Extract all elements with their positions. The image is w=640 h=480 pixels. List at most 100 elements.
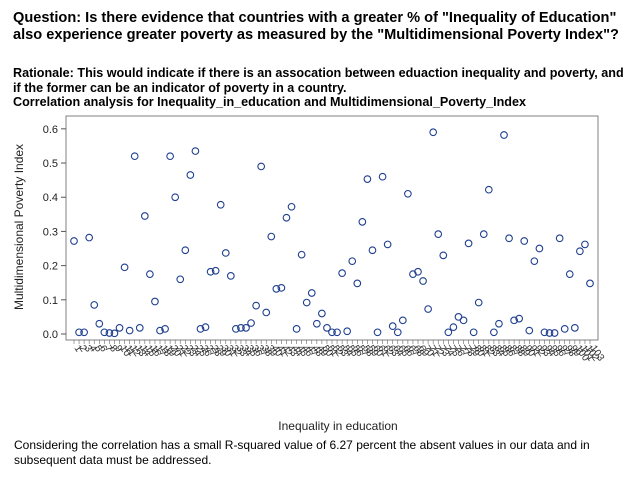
data-points: [70, 128, 594, 338]
data-point: [216, 200, 225, 209]
data-point: [383, 240, 392, 249]
y-tick-label: 0.4: [43, 192, 58, 204]
data-point: [191, 147, 200, 155]
plot-frame: [65, 115, 599, 341]
data-point: [449, 323, 458, 332]
data-point: [196, 325, 205, 333]
footer-note: Considering the correlation has a small …: [14, 438, 590, 467]
data-point: [404, 189, 412, 198]
y-axis: 0.0 0.1 0.2 0.3 0.4 0.5 0.6: [43, 124, 66, 341]
data-point: [419, 277, 427, 285]
data-point: [510, 316, 518, 325]
data-point: [201, 323, 210, 332]
x-tick-label: 9: [112, 343, 124, 354]
data-point: [434, 230, 443, 239]
data-point: [474, 298, 483, 307]
data-point: [560, 325, 569, 333]
data-point: [247, 319, 255, 327]
x-tick-label: 4: [87, 343, 99, 354]
data-point: [581, 240, 589, 249]
data-point: [500, 131, 508, 139]
data-point: [444, 328, 453, 337]
data-point: [464, 239, 473, 248]
data-point: [348, 257, 357, 266]
data-point: [130, 152, 139, 161]
data-point: [368, 246, 377, 255]
data-point: [186, 171, 195, 179]
data-point: [206, 267, 215, 276]
analysis-title: Correlation analysis for Inequality_in_e…: [13, 95, 526, 109]
rationale-block: Rationale: This would indicate if there …: [13, 66, 628, 110]
data-point: [262, 308, 271, 317]
data-point: [570, 323, 579, 332]
x-tick-label: 2: [77, 343, 89, 354]
data-point: [439, 251, 448, 260]
data-point: [586, 279, 594, 288]
data-point: [257, 162, 266, 171]
plot-area: [65, 115, 599, 341]
data-point: [252, 301, 260, 310]
y-tick-label: 0.0: [43, 329, 58, 341]
x-tick-label: 1: [72, 343, 84, 354]
data-point: [530, 257, 539, 266]
data-point: [540, 328, 549, 337]
data-point: [550, 329, 559, 337]
data-point: [70, 237, 78, 245]
data-point: [328, 328, 336, 337]
data-point: [105, 329, 114, 337]
data-point: [100, 328, 109, 337]
y-axis-label: Multidimensional Poverty Index: [12, 144, 26, 310]
data-point: [414, 267, 422, 276]
data-point: [80, 328, 88, 337]
data-point: [312, 319, 321, 328]
data-point: [166, 152, 174, 161]
data-point: [125, 326, 134, 335]
y-tick-label: 0.3: [43, 226, 58, 238]
data-point: [535, 244, 544, 253]
data-point: [424, 305, 432, 313]
data-point: [505, 234, 513, 243]
data-point: [333, 328, 341, 337]
data-point: [545, 329, 554, 337]
x-tick-label: 7: [102, 343, 114, 354]
x-tick-label: 5: [92, 343, 104, 354]
data-point: [181, 246, 190, 255]
data-point: [151, 297, 159, 306]
data-point: [338, 269, 346, 277]
data-point: [398, 316, 407, 325]
data-point: [135, 323, 144, 332]
data-point: [495, 319, 503, 328]
data-point: [287, 202, 296, 211]
data-point: [576, 247, 584, 256]
data-point: [140, 212, 149, 220]
data-point: [302, 298, 311, 307]
data-point: [353, 279, 362, 288]
data-point: [146, 270, 154, 279]
data-point: [490, 328, 498, 337]
data-point: [469, 328, 478, 337]
data-point: [429, 128, 438, 137]
data-point: [520, 237, 529, 245]
data-point: [479, 230, 488, 239]
data-point: [75, 328, 83, 337]
y-tick-label: 0.2: [43, 261, 58, 273]
data-point: [115, 323, 124, 332]
x-tick-label: 3: [82, 343, 94, 354]
data-point: [525, 326, 534, 335]
data-point: [90, 301, 99, 309]
data-point: [388, 322, 397, 330]
y-tick-label: 0.5: [43, 158, 58, 170]
x-tick-label: 6: [97, 343, 109, 354]
x-axis-label: Inequality in education: [278, 419, 397, 433]
data-point: [171, 193, 180, 202]
data-point: [307, 289, 316, 297]
data-point: [363, 175, 372, 183]
data-point: [242, 323, 250, 332]
scatter-chart: 0.00.10.20.30.40.50.6 123456789101112131…: [12, 115, 606, 433]
rationale-text: Rationale: This would indicate if there …: [13, 66, 624, 95]
question-heading: Question: Is there evidence that countri…: [13, 10, 619, 43]
data-point: [161, 325, 169, 333]
data-point: [237, 323, 245, 332]
data-point: [282, 213, 291, 222]
data-point: [292, 325, 301, 333]
